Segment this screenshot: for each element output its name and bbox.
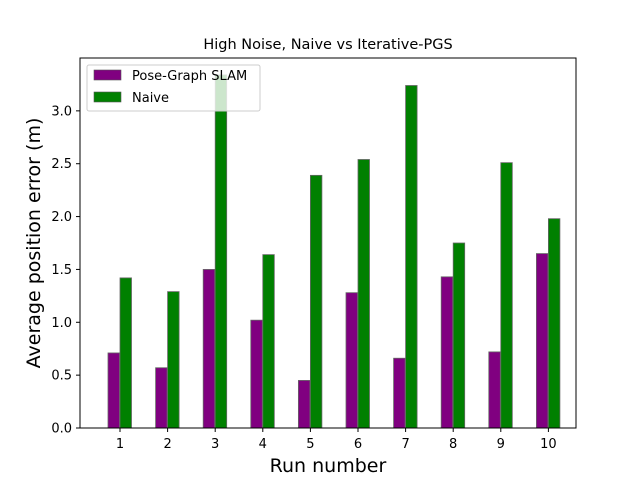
bar-naive-run-10 [548, 218, 561, 429]
legend-label-pose-graph-slam: Pose-Graph SLAM [132, 69, 247, 84]
bar-naive-run-4 [262, 254, 275, 429]
legend: Pose-Graph SLAM Naive [86, 64, 261, 112]
chart-title: High Noise, Naive vs Iterative-PGS [203, 37, 452, 53]
bar-naive-run-1 [119, 277, 132, 429]
y-tick-label-2.0: 2.0 [51, 210, 72, 225]
bar-pose-graph-slam-run-5 [297, 380, 311, 429]
x-tick-label-6: 6 [354, 437, 362, 452]
bar-naive-run-6 [357, 159, 370, 429]
bar-naive-run-8 [452, 242, 466, 429]
bar-naive-run-9 [500, 162, 513, 429]
bar-pose-graph-slam-run-2 [155, 367, 168, 429]
bar-pose-graph-slam-run-7 [393, 357, 406, 429]
x-tick-label-1: 1 [116, 437, 124, 452]
bar-naive-run-7 [405, 85, 418, 429]
bar-pose-graph-slam-run-3 [202, 269, 216, 429]
x-tick-label-8: 8 [449, 437, 457, 452]
bar-naive-run-2 [167, 291, 180, 429]
legend-box [86, 64, 261, 112]
x-tick-label-9: 9 [497, 437, 505, 452]
bar-naive-run-3 [214, 74, 228, 429]
x-tick-label-3: 3 [211, 437, 219, 452]
y-axis-ticks: 0.0 0.5 1.0 1.5 2.0 2.5 3.0 [51, 104, 80, 437]
x-tick-label-4: 4 [259, 437, 267, 452]
y-tick-label-3.0: 3.0 [51, 104, 72, 119]
x-tick-label-5: 5 [306, 437, 314, 452]
legend-swatch-naive [93, 91, 122, 103]
bars-group [107, 74, 561, 429]
bar-pose-graph-slam-run-10 [536, 253, 549, 429]
x-tick-label-2: 2 [163, 437, 171, 452]
bar-naive-run-5 [309, 174, 323, 429]
y-tick-label-0.5: 0.5 [51, 369, 72, 384]
y-tick-label-1.5: 1.5 [51, 263, 72, 278]
x-tick-label-10: 10 [540, 437, 557, 452]
plot-frame [79, 57, 577, 429]
bar-pose-graph-slam-run-1 [107, 352, 120, 429]
y-tick-label-0.0: 0.0 [51, 422, 72, 437]
legend-swatch-pose-graph-slam [93, 69, 122, 81]
bar-pose-graph-slam-run-6 [345, 292, 358, 429]
y-tick-label-2.5: 2.5 [51, 157, 72, 172]
bar-pose-graph-slam-run-9 [488, 351, 501, 429]
bar-pose-graph-slam-run-4 [250, 319, 263, 429]
x-tick-label-7: 7 [401, 437, 409, 452]
x-axis-ticks: 1 2 3 4 5 6 7 8 9 10 [116, 428, 557, 452]
x-axis-label: Run number [270, 455, 387, 477]
y-axis-label: Average position error (m) [23, 118, 45, 369]
legend-label-naive: Naive [132, 91, 169, 106]
y-tick-label-1.0: 1.0 [51, 316, 72, 331]
bar-pose-graph-slam-run-8 [440, 276, 454, 429]
